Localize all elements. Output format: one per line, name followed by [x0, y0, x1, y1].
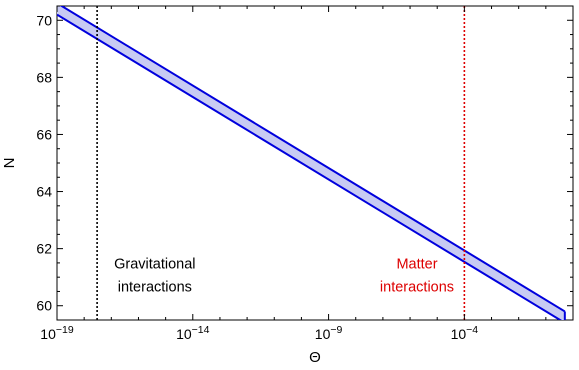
y-tick-label: 70 [36, 12, 52, 28]
x-tick-label: 10−9 [315, 324, 343, 342]
band-lower-line [57, 13, 563, 320]
y-tick-label: 62 [36, 241, 52, 257]
band-fill [57, 6, 565, 320]
y-axis-title: N [1, 158, 18, 169]
x-tick-label: 10−14 [176, 324, 210, 342]
annotation-text: interactions [118, 279, 192, 295]
y-tick-label: 60 [36, 298, 52, 314]
tick-labels: 10−19 10−14 10−9 10−4 60 62 64 66 68 70 [36, 12, 478, 342]
x-axis-title: Θ [309, 349, 321, 366]
y-tick-label: 64 [36, 184, 52, 200]
x-tick-label: 10−4 [451, 324, 479, 342]
annotations: Gravitational interactions Matter interacti… [114, 257, 454, 296]
axis-ticks [56, 5, 574, 321]
y-tick-label: 68 [36, 69, 52, 85]
y-tick-label: 66 [36, 126, 52, 142]
band-upper-line [59, 6, 566, 313]
plot-area [57, 6, 566, 320]
annotation-text: interactions [380, 279, 454, 295]
x-tick-label: 10−19 [40, 324, 74, 342]
annotation-text: Gravitational [114, 257, 195, 273]
annotation-text: Matter [396, 257, 437, 273]
